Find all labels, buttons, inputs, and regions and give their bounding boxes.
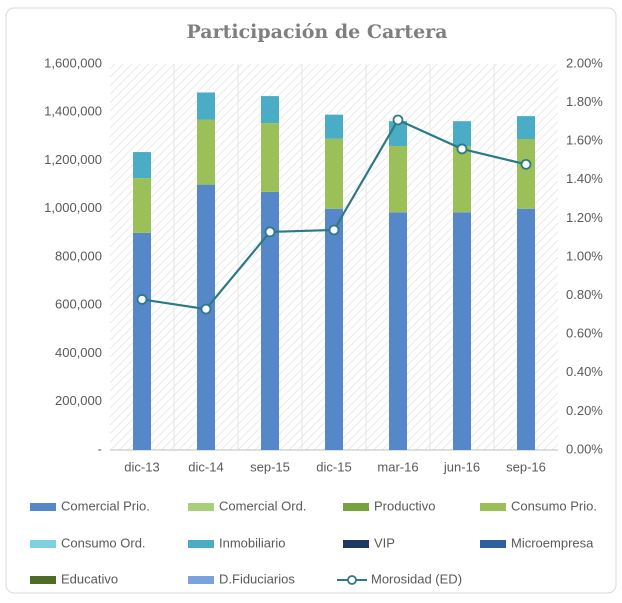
bar-segment (261, 96, 279, 124)
x-tick-label: dic-14 (188, 459, 223, 474)
y2-tick-label: 2.00% (566, 55, 603, 70)
legend-label: D.Fiduciarios (219, 571, 295, 586)
bar-segment (133, 178, 151, 233)
legend-label: Productivo (374, 498, 435, 513)
bar-segment (453, 212, 471, 450)
legend-swatch (343, 503, 369, 511)
y2-tick-label: 0.60% (566, 326, 603, 341)
line-marker (200, 303, 212, 315)
y2-tick-label: 0.80% (566, 287, 603, 302)
legend-swatch (188, 576, 214, 584)
legend-label: Educativo (61, 571, 118, 586)
y2-tick-label: 1.80% (566, 94, 603, 109)
bar-segment (453, 121, 471, 147)
x-tick-label: mar-16 (377, 459, 418, 474)
x-tick-label: sep-15 (250, 459, 290, 474)
legend-swatch (480, 503, 506, 511)
y-tick-label: 600,000 (55, 297, 102, 312)
bar-segment (133, 152, 151, 179)
x-tick-label: jun-16 (443, 459, 480, 474)
y-tick-label: 200,000 (55, 393, 102, 408)
bar-segment (197, 119, 215, 185)
bar-segment (389, 146, 407, 213)
bar-segment (261, 123, 279, 192)
line-marker (392, 114, 404, 126)
y2-tick-label: 0.40% (566, 364, 603, 379)
y2-tick-label: 1.40% (566, 171, 603, 186)
legend-swatch (30, 540, 56, 548)
line-marker (136, 294, 148, 305)
legend-swatch (188, 540, 214, 548)
y-tick-label: 1,200,000 (44, 152, 102, 167)
line-marker (520, 158, 532, 170)
bar-segment (325, 138, 343, 209)
bar-segment (197, 92, 215, 120)
y2-tick-label: 1.20% (566, 210, 603, 225)
y2-tick-label: 1.60% (566, 133, 603, 148)
legend-swatch (30, 503, 56, 511)
chart-title: Participación de Cartera (187, 21, 448, 43)
bar-segment (389, 212, 407, 450)
y-tick-label: 400,000 (55, 345, 102, 360)
legend-swatch (480, 540, 506, 548)
legend-label: Comercial Ord. (219, 498, 306, 513)
legend-label: Consumo Ord. (61, 535, 146, 550)
legend-swatch (30, 576, 56, 584)
bar-segment (517, 139, 535, 209)
bar-segment (261, 191, 279, 451)
legend-label: Consumo Prio. (511, 498, 597, 513)
y2-tick-label: 1.00% (566, 248, 603, 263)
legend-swatch (188, 503, 214, 511)
y-tick-label: 1,000,000 (44, 200, 102, 215)
legend-label: Inmobiliario (219, 535, 285, 550)
x-tick-label: dic-13 (124, 459, 159, 474)
y2-tick-label: 0.00% (566, 441, 603, 456)
bar-segment (453, 146, 471, 213)
y-tick-label: 800,000 (55, 248, 102, 263)
line-marker (264, 226, 276, 238)
bar-segment (517, 116, 535, 140)
y-tick-label: - (98, 441, 102, 456)
legend-label: Microempresa (511, 535, 594, 550)
bar-segment (325, 114, 343, 139)
legend-label: VIP (374, 535, 395, 550)
x-tick-label: sep-16 (506, 459, 546, 474)
bar-segment (325, 208, 343, 450)
legend-swatch (343, 540, 369, 548)
bar-segment (517, 208, 535, 450)
legend-label: Comercial Prio. (61, 498, 150, 513)
line-marker (328, 224, 340, 236)
y-tick-label: 1,400,000 (44, 104, 102, 119)
legend-swatch (347, 575, 357, 585)
y-tick-label: 1,600,000 (44, 55, 102, 70)
legend-label: Morosidad (ED) (371, 571, 462, 586)
y2-tick-label: 0.20% (566, 403, 603, 418)
x-tick-label: dic-15 (316, 459, 351, 474)
bar-segment (133, 232, 151, 450)
line-marker (456, 143, 468, 155)
bar-segment (197, 184, 215, 450)
